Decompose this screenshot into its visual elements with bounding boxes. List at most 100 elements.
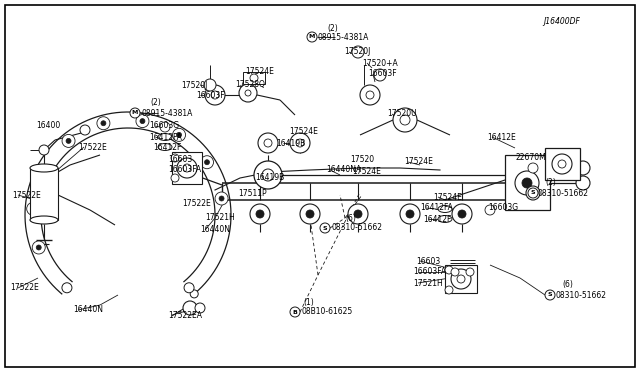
Circle shape: [307, 32, 317, 42]
Circle shape: [62, 283, 72, 293]
Text: M: M: [132, 110, 138, 115]
Circle shape: [200, 156, 214, 169]
Circle shape: [39, 145, 49, 155]
Circle shape: [183, 164, 191, 172]
Circle shape: [140, 119, 145, 124]
Text: 17520J: 17520J: [344, 48, 371, 57]
Circle shape: [190, 290, 198, 298]
Circle shape: [366, 91, 374, 99]
Text: 17528Q: 17528Q: [235, 80, 265, 90]
Text: M: M: [309, 35, 315, 39]
Text: 17522E: 17522E: [182, 199, 211, 208]
Circle shape: [136, 115, 149, 128]
Text: 16412FA: 16412FA: [420, 203, 453, 212]
Circle shape: [160, 122, 170, 132]
Text: 17522E: 17522E: [12, 190, 41, 199]
Circle shape: [177, 158, 197, 178]
Circle shape: [171, 174, 179, 182]
Circle shape: [97, 117, 110, 130]
Text: 16440NA: 16440NA: [326, 166, 361, 174]
Text: 16412E: 16412E: [487, 132, 516, 141]
Text: B: B: [292, 310, 298, 314]
Text: 16603FA: 16603FA: [168, 166, 201, 174]
Text: 17522E: 17522E: [78, 142, 107, 151]
Text: 22670M: 22670M: [515, 153, 546, 161]
Text: 08310-51662: 08310-51662: [538, 189, 589, 198]
Circle shape: [31, 206, 36, 211]
Circle shape: [445, 286, 453, 294]
Text: 17511P: 17511P: [238, 189, 267, 198]
Circle shape: [205, 160, 209, 165]
Circle shape: [457, 275, 465, 283]
Circle shape: [354, 210, 362, 218]
Ellipse shape: [158, 134, 172, 141]
Circle shape: [393, 108, 417, 132]
Circle shape: [80, 125, 90, 135]
Circle shape: [37, 165, 50, 178]
Text: 16603G: 16603G: [149, 122, 179, 131]
Circle shape: [576, 161, 590, 175]
Circle shape: [130, 108, 140, 118]
Text: (2): (2): [545, 177, 556, 186]
Circle shape: [485, 205, 495, 215]
Circle shape: [250, 74, 258, 82]
Text: 16603G: 16603G: [488, 203, 518, 212]
Circle shape: [32, 241, 45, 254]
Text: 08B10-61625: 08B10-61625: [301, 308, 352, 317]
Text: 17522E: 17522E: [10, 283, 39, 292]
Circle shape: [258, 133, 278, 153]
Circle shape: [215, 192, 228, 205]
Circle shape: [27, 202, 40, 215]
Ellipse shape: [30, 216, 58, 224]
Bar: [243, 72, 265, 84]
Text: 17524E: 17524E: [352, 167, 381, 176]
Text: 17524E: 17524E: [245, 67, 274, 77]
Circle shape: [290, 133, 310, 153]
Circle shape: [101, 121, 106, 126]
Circle shape: [400, 204, 420, 224]
Bar: [30, 168, 58, 220]
Circle shape: [195, 303, 205, 313]
Text: S: S: [548, 292, 552, 298]
Circle shape: [66, 138, 71, 144]
Circle shape: [177, 132, 182, 137]
Circle shape: [306, 210, 314, 218]
Text: 16440N: 16440N: [200, 225, 230, 234]
Text: (2): (2): [150, 99, 161, 108]
Circle shape: [173, 128, 186, 141]
Circle shape: [290, 307, 300, 317]
Circle shape: [254, 161, 282, 189]
Circle shape: [262, 169, 274, 181]
Circle shape: [458, 210, 466, 218]
Text: 17520+A: 17520+A: [362, 58, 397, 67]
Text: 16603F: 16603F: [196, 90, 225, 99]
Text: 17524E: 17524E: [404, 157, 433, 167]
Circle shape: [445, 266, 453, 274]
Text: 16412F: 16412F: [153, 142, 181, 151]
Circle shape: [360, 85, 380, 105]
Circle shape: [205, 85, 225, 105]
Bar: [172, 152, 202, 184]
Text: 16419B: 16419B: [255, 173, 284, 183]
Ellipse shape: [158, 144, 172, 151]
Text: 08915-4381A: 08915-4381A: [141, 109, 193, 118]
Circle shape: [451, 269, 471, 289]
Bar: [505, 155, 550, 210]
Circle shape: [36, 245, 41, 250]
Circle shape: [204, 79, 216, 91]
Circle shape: [515, 171, 539, 195]
Circle shape: [352, 46, 364, 58]
Circle shape: [41, 169, 46, 174]
Ellipse shape: [30, 164, 58, 172]
Text: 08310-51662: 08310-51662: [332, 224, 383, 232]
Circle shape: [320, 223, 330, 233]
Text: 17520U: 17520U: [387, 109, 417, 119]
Text: 17524E: 17524E: [433, 192, 462, 202]
Circle shape: [250, 204, 270, 224]
Circle shape: [558, 160, 566, 168]
Text: 17521H: 17521H: [205, 214, 235, 222]
Circle shape: [245, 90, 251, 96]
Text: 17524E: 17524E: [289, 126, 318, 135]
Circle shape: [296, 139, 304, 147]
Bar: [545, 148, 580, 180]
